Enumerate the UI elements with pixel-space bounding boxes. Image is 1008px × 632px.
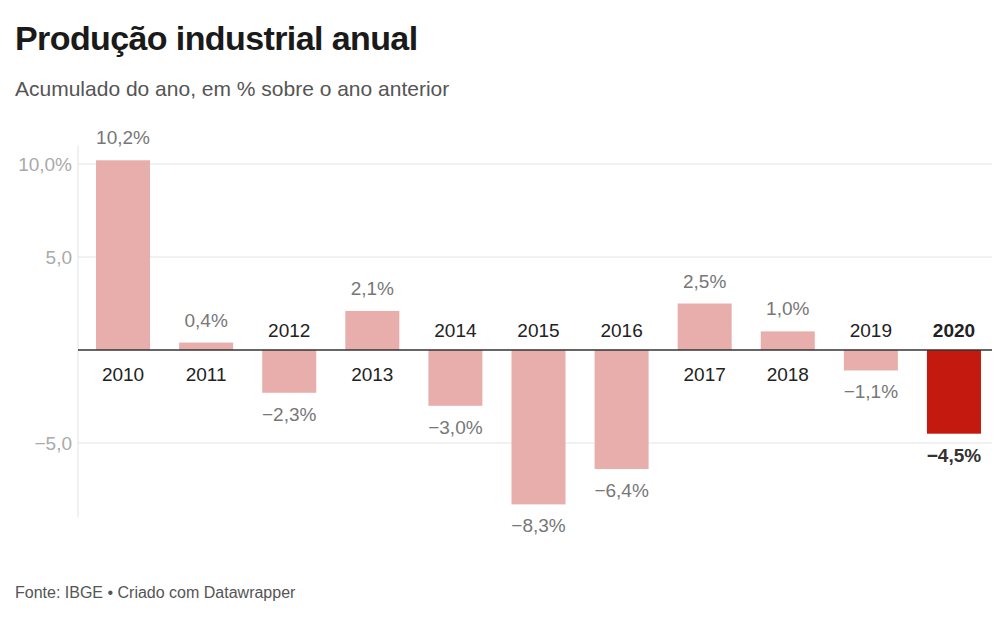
category-label: 2016 — [600, 320, 642, 341]
bar — [761, 331, 815, 350]
category-label: 2012 — [268, 320, 310, 341]
data-label: 2,1% — [351, 278, 394, 299]
title: Produção industrial anual — [15, 19, 418, 57]
bar — [678, 304, 732, 351]
grid: −5,0 5,0 10,0% — [18, 154, 992, 454]
data-label: −3,0% — [428, 417, 483, 438]
category-label: 2019 — [850, 320, 892, 341]
category-label: 2018 — [767, 364, 809, 385]
data-label: −6,4% — [594, 480, 649, 501]
grid-line — [78, 257, 992, 258]
bar — [595, 350, 649, 469]
bar — [844, 350, 898, 370]
data-label: 1,0% — [766, 298, 809, 319]
bar — [262, 350, 316, 393]
source: Fonte: IBGE • Criado com Datawrapper — [15, 584, 296, 601]
bar — [428, 350, 482, 406]
bar — [179, 343, 233, 350]
bar — [345, 311, 399, 350]
tick-label: 5,0 — [46, 247, 72, 268]
data-label: −2,3% — [262, 404, 317, 425]
data-label: −1,1% — [844, 381, 899, 402]
category-label: 2010 — [102, 364, 144, 385]
data-label: 10,2% — [96, 127, 150, 148]
category-label: 2020 — [933, 320, 975, 341]
category-label: 2013 — [351, 364, 393, 385]
bar — [96, 160, 150, 350]
tick-label: −5,0 — [34, 433, 72, 454]
data-label: 0,4% — [184, 310, 227, 331]
chart-container: Produção industrial anual Acumulado do an… — [0, 0, 1008, 632]
tick-label: 10,0% — [18, 154, 72, 175]
baseline — [78, 349, 992, 350]
labels: 10,2% 2010 0,4% 2011 −2,3% 2012 2,1% 2013 −3,0% 2… — [96, 127, 981, 536]
chart-svg: Produção industrial anual Acumulado do an… — [0, 0, 1008, 632]
bar — [511, 350, 565, 504]
subtitle: Acumulado do ano, em % sobre o ano anter… — [15, 77, 449, 100]
bar — [927, 350, 981, 434]
bars — [96, 160, 981, 504]
category-label: 2017 — [684, 364, 726, 385]
data-label: 2,5% — [683, 271, 726, 292]
category-label: 2011 — [186, 364, 227, 385]
category-label: 2015 — [517, 320, 559, 341]
grid-line — [78, 164, 992, 165]
data-label: −8,3% — [511, 515, 566, 536]
category-label: 2014 — [434, 320, 477, 341]
data-label: −4,5% — [927, 445, 982, 466]
y-axis-line — [78, 145, 79, 517]
